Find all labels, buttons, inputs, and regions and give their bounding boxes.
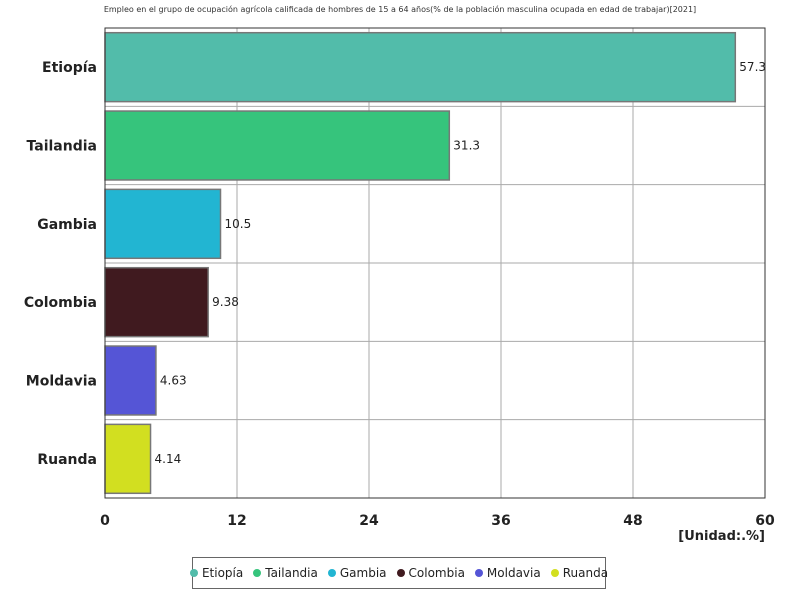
bar (104, 188, 222, 260)
legend-swatch (189, 569, 198, 577)
grid (105, 28, 765, 498)
bar (104, 423, 152, 495)
x-tick-label: 12 (227, 513, 246, 529)
chart-title: Empleo en el grupo de ocupación agrícola… (103, 5, 697, 14)
legend-item: Moldavia (474, 566, 541, 580)
bar (104, 266, 209, 338)
category-labels: Etiopía Tailandia Gambia Colombia Moldavia Ru… (24, 60, 97, 468)
legend-item: Ruanda (550, 566, 609, 580)
data-label: 4.63 (160, 374, 187, 388)
legend: Etiopía Tailandia Gambia Colombia Moldavia Ru… (189, 557, 609, 589)
legend-label: Ruanda (562, 566, 609, 580)
plot-frame (104, 27, 766, 499)
legend-item: Tailandia (253, 566, 318, 580)
data-label: 9.38 (212, 295, 239, 309)
legend-swatch (396, 569, 405, 577)
legend-item: Colombia (396, 566, 465, 580)
data-label: 31.3 (453, 139, 480, 153)
legend-item: Gambia (327, 566, 387, 580)
bar (104, 31, 737, 103)
x-tick-label: 60 (755, 513, 775, 529)
category-label: Moldavia (26, 374, 97, 390)
legend-swatch (474, 569, 483, 577)
x-tick-label: 0 (100, 513, 110, 529)
x-tick-label: 48 (623, 513, 642, 529)
x-tick-label: 36 (491, 513, 510, 529)
data-label: 57.3 (739, 60, 766, 74)
category-label: Etiopía (42, 60, 97, 76)
value-labels: 57.3 31.3 10.5 9.38 4.63 4.14 (155, 60, 766, 466)
x-tick-labels: 0 12 24 36 48 60 (100, 513, 775, 529)
category-label: Tailandia (27, 139, 97, 155)
legend-swatch (253, 569, 262, 577)
legend-label: Colombia (408, 566, 465, 580)
legend-label: Tailandia (265, 566, 318, 580)
legend-swatch (550, 569, 559, 577)
legend-swatch (327, 569, 336, 577)
category-label: Ruanda (37, 452, 97, 468)
data-label: 4.14 (155, 452, 182, 466)
category-label: Gambia (37, 217, 97, 233)
legend-label: Gambia (339, 566, 387, 580)
legend-label: Moldavia (486, 566, 541, 580)
category-label: Colombia (24, 295, 97, 311)
bar (104, 345, 157, 416)
legend-label: Etiopía (201, 566, 244, 580)
data-label: 10.5 (225, 217, 252, 231)
legend-item: Etiopía (189, 566, 244, 580)
bar (104, 110, 451, 181)
x-tick-label: 24 (359, 513, 379, 529)
unit-label: [Unidad:.%] (678, 529, 765, 544)
